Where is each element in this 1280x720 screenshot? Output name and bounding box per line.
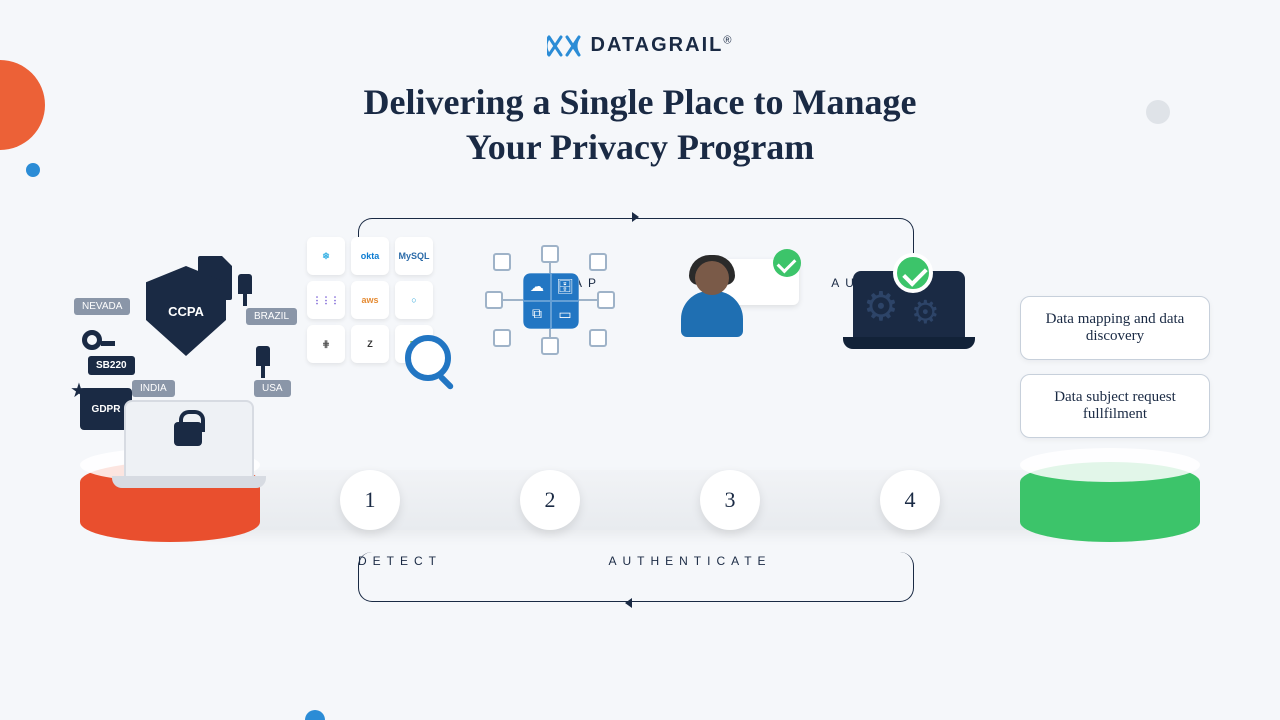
network-map-icon: ☁ 🗄 ⧉ ▭: [485, 245, 615, 355]
checkmark-icon: [773, 249, 801, 277]
automate-laptop-icon: ⚙ ⚙: [845, 245, 975, 355]
magnifier-icon: [405, 335, 451, 381]
step-number: 3: [700, 470, 760, 530]
step-3-authenticate: 3: [660, 240, 800, 630]
step-number: 2: [520, 470, 580, 530]
step-number: 1: [340, 470, 400, 530]
output-box: Data mapping and data discovery: [1020, 296, 1210, 360]
integration-tile: ○: [395, 281, 433, 319]
lock-icon: [174, 422, 202, 446]
flag-label-india: INDIA: [132, 380, 175, 397]
checkmark-icon: [893, 253, 933, 293]
flag-icon: [256, 346, 270, 366]
integration-tile: okta: [351, 237, 389, 275]
sb220-badge: SB220: [88, 356, 135, 375]
flag-icon: [238, 274, 252, 294]
label-authenticate: AUTHENTICATE: [560, 554, 820, 568]
integrations-grid-icon: ❄ okta MySQL ⋮⋮⋮ aws ○ ⋕ Z ▣: [307, 237, 433, 363]
flag-label-usa: USA: [254, 380, 291, 397]
brand-logo: DATAGRAIL®: [0, 34, 1280, 57]
gear-icon: ⚙: [863, 283, 899, 330]
output-box: Data subject request fullfilment: [1020, 374, 1210, 438]
process-flow: MAP AUTOMATE CCPA BRAZIL NEVADA SB220 IN…: [0, 240, 1280, 630]
step-1-detect: ❄ okta MySQL ⋮⋮⋮ aws ○ ⋕ Z ▣ 1: [300, 240, 440, 630]
integration-tile: ❄: [307, 237, 345, 275]
ccpa-shield-icon: CCPA: [146, 266, 226, 356]
label-detect: DETECT: [300, 554, 500, 568]
integration-tile: ⋕: [307, 325, 345, 363]
step-4-automate: ⚙ ⚙ 4: [840, 240, 980, 630]
key-icon: [82, 330, 102, 350]
flag-label-nevada: NEVADA: [74, 298, 130, 315]
integration-tile: aws: [351, 281, 389, 319]
regulations-cluster: CCPA BRAZIL NEVADA SB220 INDIA USA ★ GDP…: [88, 280, 288, 480]
brand-name: DATAGRAIL®: [591, 34, 734, 56]
outputs: Data mapping and data discovery Data sub…: [1020, 296, 1210, 452]
brand-mark-icon: [547, 35, 581, 57]
integration-tile: Z: [351, 325, 389, 363]
person-verified-icon: [665, 245, 795, 355]
integration-tile: MySQL: [395, 237, 433, 275]
right-end-cap: [1020, 462, 1200, 542]
flag-label-brazil: BRAZIL: [246, 308, 297, 325]
step-2-map: ☁ 🗄 ⧉ ▭ 2: [480, 240, 620, 630]
decor-bottom-dot: [305, 710, 325, 720]
page-title: Delivering a Single Place to Manage Your…: [0, 80, 1280, 170]
step-number: 4: [880, 470, 940, 530]
gear-icon: ⚙: [911, 293, 940, 331]
integration-tile: ⋮⋮⋮: [307, 281, 345, 319]
